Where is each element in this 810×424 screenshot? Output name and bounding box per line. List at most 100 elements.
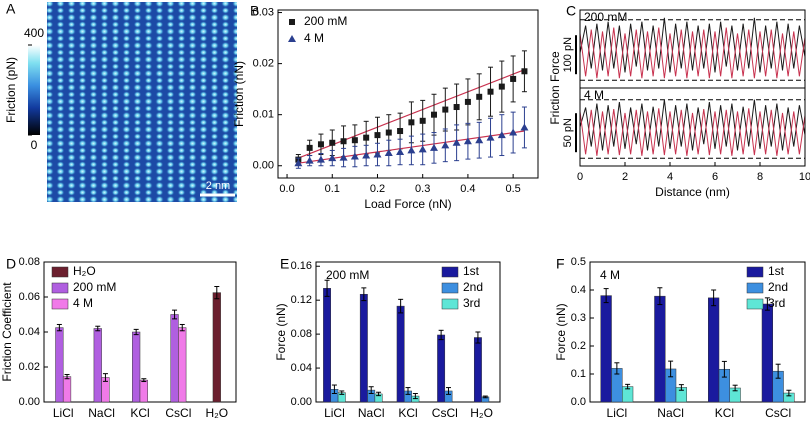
y-tick-label: 0.3 — [571, 312, 586, 324]
x-tick-label: H₂O — [205, 406, 228, 420]
legend-swatch — [441, 266, 459, 278]
marker — [452, 138, 461, 146]
legend-label: 1st — [463, 264, 480, 278]
marker — [363, 134, 370, 141]
bar — [62, 376, 72, 403]
bar — [359, 293, 368, 403]
y-tick-label: 0.2 — [571, 340, 586, 352]
marker — [373, 150, 382, 158]
panel-annotation: 200 mM — [326, 268, 369, 282]
y-tick-label: 0.04 — [291, 362, 312, 374]
bar — [396, 305, 405, 403]
marker — [498, 83, 505, 90]
y-axis-label: Friction Coefficient — [0, 282, 14, 382]
bar — [654, 295, 666, 403]
friction-trace — [579, 17, 806, 73]
legend-label: 4 M — [73, 296, 93, 310]
y-tick-label: 0.06 — [19, 291, 40, 303]
scale-bar-label: 2 nm — [206, 180, 230, 192]
bar — [132, 331, 141, 403]
marker — [305, 156, 314, 164]
marker — [486, 133, 495, 141]
panel-letter: B — [250, 3, 259, 19]
x-tick-label: CsCl — [165, 406, 191, 420]
marker — [408, 119, 415, 126]
marker — [374, 132, 381, 139]
y-tick-label: 0.0 — [571, 396, 586, 408]
x-tick-label: 6 — [712, 171, 718, 183]
bar — [473, 337, 482, 403]
x-tick-label: LiCl — [607, 406, 628, 420]
x-tick-label: 0.2 — [370, 183, 385, 195]
y-tick-label: 0.16 — [291, 260, 312, 272]
legend-label: 2nd — [768, 280, 788, 294]
legend-label: 2nd — [463, 280, 483, 294]
panel-letter: C — [566, 3, 576, 19]
x-tick-label: 0.5 — [505, 183, 520, 195]
panel-annotation: 4 M — [584, 88, 604, 102]
legend-swatch — [51, 282, 69, 294]
y-axis-label: Friction Force — [548, 51, 562, 125]
y-tick-label: 0.1 — [571, 368, 586, 380]
y-tick-label: 0.08 — [19, 256, 40, 268]
scale-bar-label: 100 pN — [562, 37, 574, 73]
panel-annotation: 4 M — [600, 268, 620, 282]
bar — [93, 328, 102, 403]
y-axis-label: Force (nN) — [274, 303, 288, 360]
legend-label: 3rd — [768, 296, 785, 310]
y-tick-label: 0.00 — [291, 396, 312, 408]
marker — [463, 137, 472, 145]
friction-trace — [579, 27, 806, 79]
panel-letter: A — [6, 1, 16, 17]
x-axis-label: Distance (nm) — [655, 185, 730, 199]
marker — [509, 128, 518, 136]
x-tick-label: LiCl — [324, 406, 345, 420]
marker — [431, 111, 437, 118]
marker — [350, 152, 359, 160]
friction-trace — [579, 99, 806, 151]
marker — [351, 137, 358, 144]
x-tick-label: 0.1 — [325, 183, 340, 195]
marker — [328, 154, 337, 162]
colorbar — [28, 45, 40, 135]
legend-marker — [288, 35, 296, 42]
y-tick-label: 0.4 — [571, 284, 586, 296]
marker — [476, 93, 483, 100]
panel-letter: D — [6, 256, 16, 272]
x-tick-label: CsCl — [765, 406, 791, 420]
x-tick-label: 10 — [799, 171, 810, 183]
panel-letter: F — [556, 256, 565, 272]
legend-label: 1st — [768, 264, 785, 278]
marker — [419, 117, 426, 124]
legend-label: 4 M — [304, 31, 324, 45]
scale-bar-label: 50 pN — [562, 118, 574, 147]
marker — [520, 123, 529, 131]
y-tick-label: 0.5 — [571, 256, 586, 268]
marker — [487, 88, 494, 95]
friction-map — [47, 2, 237, 202]
bar — [600, 295, 612, 403]
plot-frame — [277, 9, 539, 179]
marker — [384, 148, 393, 156]
legend-swatch — [746, 282, 764, 294]
plot-frame — [579, 87, 806, 167]
y-axis-label: Friction (nN) — [232, 61, 246, 127]
legend-label: 3rd — [463, 296, 480, 310]
y-axis-label: Force (nN) — [554, 303, 568, 360]
legend-swatch — [51, 298, 69, 310]
y-tick-label: 0.03 — [253, 6, 274, 18]
bar — [170, 314, 179, 403]
bar — [212, 292, 221, 403]
x-tick-label: 0 — [577, 171, 583, 183]
x-tick-label: 8 — [757, 171, 763, 183]
marker — [475, 136, 484, 144]
marker — [430, 143, 438, 151]
bar — [761, 303, 773, 403]
marker — [329, 139, 336, 146]
marker — [464, 98, 471, 105]
panel-letter: E — [280, 256, 289, 272]
marker — [521, 68, 528, 75]
x-axis-label: Load Force (nN) — [364, 197, 451, 211]
plot-frame — [589, 261, 806, 403]
